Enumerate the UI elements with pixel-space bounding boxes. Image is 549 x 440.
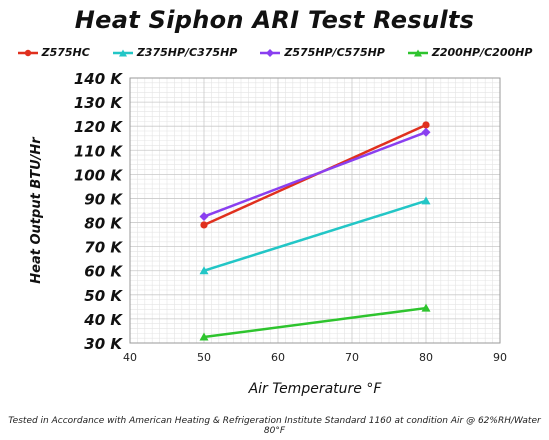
legend-swatch-triangle bbox=[407, 49, 428, 56]
legend-item-z575hc: Z575HC bbox=[17, 46, 90, 59]
legend-item-z200hp: Z200HP/C200HP bbox=[407, 46, 533, 59]
data-point bbox=[421, 127, 431, 137]
data-point bbox=[421, 303, 431, 312]
data-point bbox=[199, 332, 209, 341]
x-tick-label: 80 bbox=[419, 351, 433, 364]
series-line-1 bbox=[203, 199, 427, 272]
series-line-3 bbox=[203, 306, 427, 339]
y-tick-label: 130 K bbox=[74, 94, 124, 112]
legend-item-z375hp: Z375HP/C375HP bbox=[112, 46, 238, 59]
series-line-2 bbox=[203, 131, 427, 218]
data-point bbox=[199, 212, 209, 222]
y-axis-label: Heat Output BTU/Hr bbox=[29, 136, 44, 284]
x-tick-label: 60 bbox=[271, 351, 285, 364]
y-tick-label: 60 K bbox=[84, 263, 123, 281]
footnote: Tested in Accordance with American Heati… bbox=[8, 416, 541, 436]
x-axis-label: Air Temperature °F bbox=[248, 381, 383, 397]
legend-item-z575hp: Z575HP/C575HP bbox=[259, 46, 385, 59]
x-tick-label: 50 bbox=[197, 351, 211, 364]
y-tick-label: 90 K bbox=[84, 190, 123, 208]
legend-swatch-triangle bbox=[112, 49, 133, 56]
y-tick-label: 70 K bbox=[84, 239, 123, 257]
x-tick-label: 70 bbox=[345, 351, 359, 364]
y-tick-label: 40 K bbox=[83, 311, 123, 329]
y-tick-label: 80 K bbox=[84, 215, 123, 233]
legend-swatch-circle bbox=[17, 49, 38, 56]
legend-swatch-diamond bbox=[260, 48, 281, 57]
y-tick-label: 100 K bbox=[74, 166, 124, 184]
x-tick-label: 90 bbox=[493, 351, 507, 364]
legend-label: Z375HP/C375HP bbox=[136, 46, 238, 59]
y-tick-label: 140 K bbox=[74, 70, 124, 88]
legend-label: Z575HC bbox=[41, 46, 90, 59]
legend-label: Z575HP/C575HP bbox=[284, 46, 385, 59]
x-tick-label: 40 bbox=[123, 351, 137, 364]
chart-title: Heat Siphon ARI Test Results bbox=[74, 6, 475, 34]
legend-label: Z200HP/C200HP bbox=[431, 46, 533, 59]
plot-frame bbox=[129, 77, 501, 344]
legend: Z575HC Z375HP/C375HP Z575HP/C575HP Z200H… bbox=[0, 46, 549, 59]
data-point bbox=[199, 266, 209, 275]
data-point bbox=[200, 221, 208, 229]
data-point bbox=[422, 121, 430, 129]
y-tick-label: 110 K bbox=[74, 142, 124, 160]
y-tick-label: 120 K bbox=[74, 118, 124, 136]
data-point bbox=[421, 196, 431, 205]
y-tick-label: 30 K bbox=[84, 335, 123, 353]
y-tick-label: 50 K bbox=[84, 287, 123, 305]
